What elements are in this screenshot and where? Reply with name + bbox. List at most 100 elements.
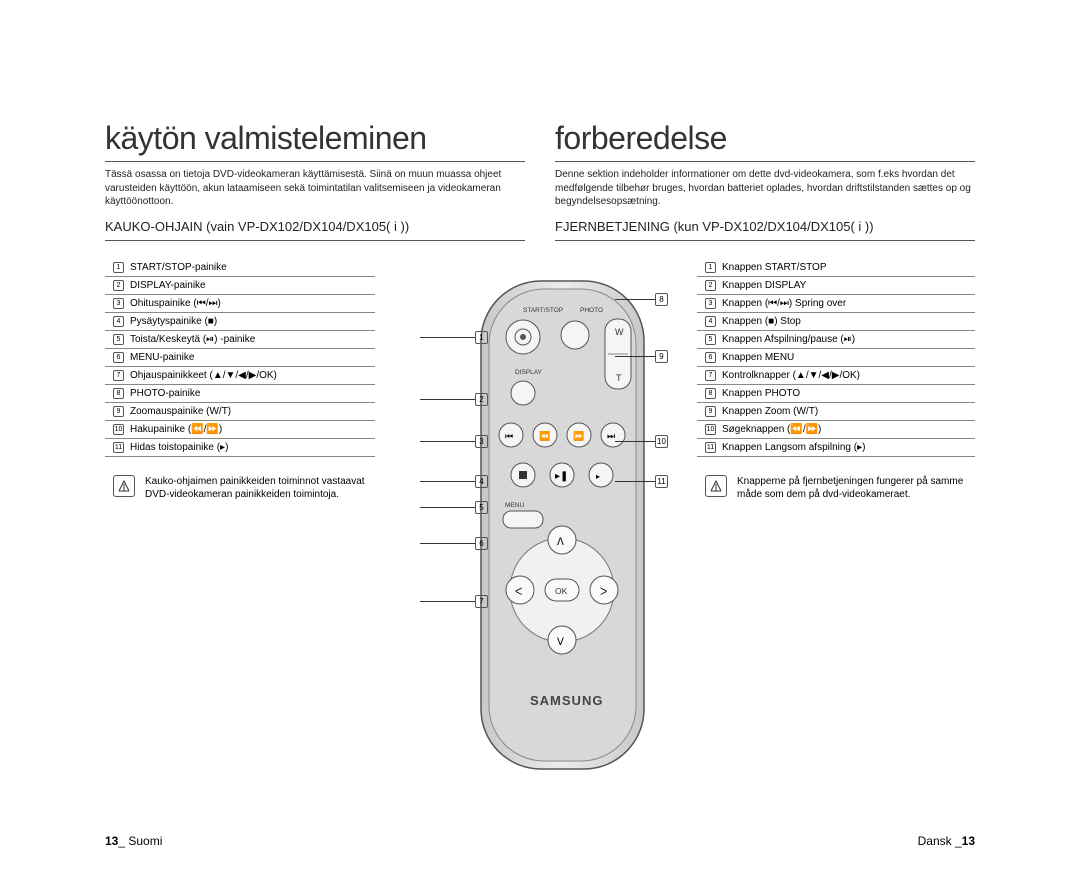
item-label: Knappen DISPLAY bbox=[722, 280, 806, 291]
callout-7: 7 bbox=[420, 595, 488, 608]
item-number: 4 bbox=[113, 316, 124, 327]
callout-2: 2 bbox=[420, 393, 488, 406]
item-number: 7 bbox=[113, 370, 124, 381]
item-label: Knappen Zoom (W/T) bbox=[722, 406, 818, 417]
label-display: DISPLAY bbox=[515, 369, 543, 376]
note-text-left: Kauko-ohjaimen painikkeiden toiminnot va… bbox=[145, 475, 365, 502]
item-number: 9 bbox=[705, 406, 716, 417]
remote-diagram: START/STOP PHOTO W T DISPLAY ⏮ ⏪ ⏩ ⏭ ▸❚ … bbox=[430, 275, 660, 795]
item-label: MENU-painike bbox=[130, 352, 194, 363]
list-item: 9 Zoomauspainike (W/T) bbox=[105, 403, 375, 421]
intro-left: Tässä osassa on tietoja DVD-videokameran… bbox=[105, 168, 525, 209]
list-item: 6 MENU-painike bbox=[105, 349, 375, 367]
callout-number: 10 bbox=[655, 435, 668, 448]
svg-text:⏪: ⏪ bbox=[539, 430, 550, 441]
svg-text:⏭: ⏭ bbox=[607, 431, 615, 441]
item-label: Søgeknappen (⏪/⏩) bbox=[722, 424, 821, 435]
item-label: Toista/Keskeytä (⏯) -painike bbox=[130, 334, 255, 345]
label-photo: PHOTO bbox=[580, 307, 603, 314]
list-item: 3 Ohituspainike (⏮/⏭) bbox=[105, 295, 375, 313]
callout-4: 4 bbox=[420, 475, 488, 488]
list-item: 7Ohjauspainikkeet (▲/▼/◀/▶/OK) bbox=[105, 367, 375, 385]
item-label: Knappen PHOTO bbox=[722, 388, 800, 399]
list-item: 7 Kontrolknapper (▲/▼/◀/▶/OK) bbox=[697, 367, 975, 385]
leader-line bbox=[420, 337, 475, 338]
list-item: 11 Knappen Langsom afspilning (▸) bbox=[697, 439, 975, 457]
note-right: Knapperne på fjernbetjeningen fungerer p… bbox=[697, 475, 975, 502]
callout-number: 3 bbox=[475, 435, 488, 448]
callout-number: 7 bbox=[475, 595, 488, 608]
note-icon bbox=[705, 475, 727, 497]
item-label: PHOTO-painike bbox=[130, 388, 200, 399]
leader-line bbox=[615, 356, 655, 357]
item-number: 2 bbox=[113, 280, 124, 291]
svg-text:▸: ▸ bbox=[596, 472, 600, 481]
note-left: Kauko-ohjaimen painikkeiden toiminnot va… bbox=[105, 475, 365, 502]
item-label: Knappen MENU bbox=[722, 352, 794, 363]
svg-text:⏩: ⏩ bbox=[573, 430, 584, 441]
item-number: 10 bbox=[113, 424, 124, 435]
label-t: T bbox=[616, 373, 622, 383]
item-number: 3 bbox=[705, 298, 716, 309]
callout-1: 1 bbox=[420, 331, 488, 344]
item-number: 8 bbox=[705, 388, 716, 399]
callout-5: 5 bbox=[420, 501, 488, 514]
leader-line bbox=[420, 399, 475, 400]
item-number: 1 bbox=[113, 262, 124, 273]
callout-number: 1 bbox=[475, 331, 488, 344]
item-label: Knappen Langsom afspilning (▸) bbox=[722, 442, 865, 453]
item-number: 2 bbox=[705, 280, 716, 291]
callout-number: 9 bbox=[655, 350, 668, 363]
item-number: 3 bbox=[113, 298, 124, 309]
callout-11: 11 bbox=[615, 475, 668, 488]
item-number: 6 bbox=[113, 352, 124, 363]
item-label: DISPLAY-painike bbox=[130, 280, 206, 291]
item-number: 4 bbox=[705, 316, 716, 327]
item-label: Zoomauspainike (W/T) bbox=[130, 406, 231, 417]
leader-line bbox=[420, 507, 475, 508]
leader-line bbox=[615, 441, 655, 442]
callout-10: 10 bbox=[615, 435, 668, 448]
leader-line bbox=[420, 543, 475, 544]
label-ok: OK bbox=[555, 586, 568, 596]
svg-text:ᐸ: ᐸ bbox=[515, 587, 522, 598]
callout-number: 4 bbox=[475, 475, 488, 488]
item-number: 7 bbox=[705, 370, 716, 381]
label-menu: MENU bbox=[505, 502, 524, 509]
item-label: Ohituspainike (⏮/⏭) bbox=[130, 298, 221, 309]
item-number: 6 bbox=[705, 352, 716, 363]
svg-text:ᐱ: ᐱ bbox=[557, 537, 564, 548]
callout-6: 6 bbox=[420, 537, 488, 550]
item-label: Kontrolknapper (▲/▼/◀/▶/OK) bbox=[722, 370, 860, 381]
svg-text:ᐯ: ᐯ bbox=[557, 637, 564, 648]
item-label: Pysäytyspainike (■) bbox=[130, 316, 217, 327]
item-number: 8 bbox=[113, 388, 124, 399]
item-number: 9 bbox=[113, 406, 124, 417]
list-item: 10Hakupainike (⏪/⏩) bbox=[105, 421, 375, 439]
item-label: Knappen (⏮/⏭) Spring over bbox=[722, 298, 846, 309]
list-left: 1START/STOP-painike 2 DISPLAY-painike 3 Ohit… bbox=[105, 259, 375, 457]
callout-9: 9 bbox=[615, 350, 668, 363]
item-label: Knappen Afspilning/pause (⏯) bbox=[722, 334, 855, 345]
note-text-right: Knapperne på fjernbetjeningen fungerer p… bbox=[737, 475, 975, 502]
svg-text:ᐳ: ᐳ bbox=[600, 587, 607, 598]
svg-text:⏮: ⏮ bbox=[505, 431, 513, 441]
list-item: 4 Pysäytyspainike (■) bbox=[105, 313, 375, 331]
callout-number: 8 bbox=[655, 293, 668, 306]
item-number: 11 bbox=[705, 442, 716, 453]
item-number: 10 bbox=[705, 424, 716, 435]
leader-line bbox=[420, 441, 475, 442]
list-item: 1START/STOP-painike bbox=[105, 259, 375, 277]
leader-line bbox=[420, 481, 475, 482]
callout-3: 3 bbox=[420, 435, 488, 448]
item-number: 5 bbox=[705, 334, 716, 345]
label-brand: SAMSUNG bbox=[530, 693, 603, 708]
headline-right: forberedelse bbox=[555, 120, 975, 162]
leader-line bbox=[615, 481, 655, 482]
list-item: 10 Søgeknappen (⏪/⏩) bbox=[697, 421, 975, 439]
item-label: Knappen (■) Stop bbox=[722, 316, 801, 327]
svg-text:▸❚: ▸❚ bbox=[555, 471, 568, 482]
list-item: 8 PHOTO-painike bbox=[105, 385, 375, 403]
item-number: 1 bbox=[705, 262, 716, 273]
list-item: 5 Knappen Afspilning/pause (⏯) bbox=[697, 331, 975, 349]
